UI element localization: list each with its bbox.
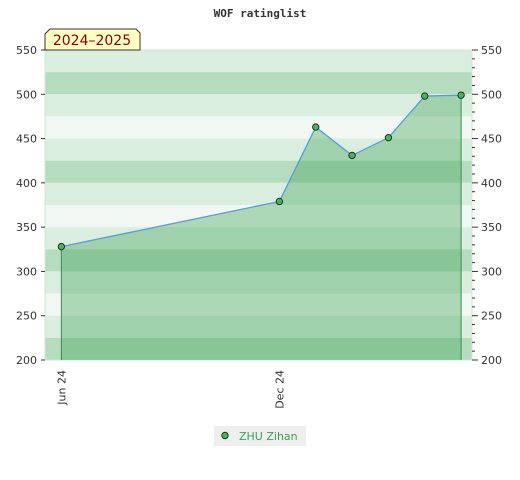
- y-tick-label-left: 450: [16, 133, 37, 146]
- y-tick-label-right: 400: [481, 177, 502, 190]
- grid-band: [45, 227, 472, 250]
- y-tick-label-left: 550: [16, 44, 37, 57]
- grid-band: [45, 182, 472, 205]
- y-tick-label-right: 500: [481, 88, 502, 101]
- series-area: [61, 95, 462, 361]
- data-point: [421, 92, 429, 100]
- y-tick-label-left: 500: [16, 88, 37, 101]
- data-point: [57, 242, 66, 251]
- right-minor-ticks: [472, 58, 475, 352]
- y-axis-right: 200 250 300 350 400 450 500 550: [472, 44, 502, 367]
- grid-band: [45, 72, 472, 95]
- background-bands: [44, 49, 473, 361]
- legend-series-name: ZHU Zihan: [239, 430, 298, 443]
- x-axis: Jun 24 Dec 24: [55, 370, 286, 409]
- y-tick-label-right: 450: [481, 133, 502, 146]
- legend-box: [214, 426, 306, 446]
- grid-band: [45, 50, 472, 73]
- grid-band: [45, 337, 472, 360]
- data-point: [348, 151, 356, 160]
- y-tick-label-left: 200: [16, 354, 37, 367]
- legend-marker-icon: [221, 431, 229, 440]
- y-tick-label-right: 550: [481, 44, 502, 57]
- plot-border: [44, 49, 473, 361]
- grid-band: [45, 205, 472, 228]
- marker-layer: [57, 91, 465, 251]
- chart-title: WOF ratinglist: [214, 7, 307, 20]
- grid-band: [45, 116, 472, 139]
- y-tick-label-left: 250: [16, 310, 37, 323]
- grid-band: [45, 315, 472, 338]
- season-label: 2024–2025: [53, 33, 131, 49]
- x-tick-label: Dec 24: [273, 370, 286, 409]
- y-tick-label-left: 400: [16, 177, 37, 190]
- data-point: [457, 91, 465, 99]
- y-tick-label-right: 200: [481, 354, 502, 367]
- y-tick-label-right: 250: [481, 310, 502, 323]
- y-tick-label-left: 300: [16, 265, 37, 278]
- y-tick-label-left: 350: [16, 221, 37, 234]
- grid-band: [45, 138, 472, 161]
- grid-band: [45, 160, 472, 183]
- grid-band: [45, 249, 472, 272]
- grid-band: [45, 271, 472, 294]
- data-point: [384, 133, 393, 142]
- season-badge: 2024–2025: [44, 28, 141, 51]
- data-point: [275, 197, 284, 206]
- y-tick-label-right: 350: [481, 221, 502, 234]
- x-tick-label: Jun 24: [55, 370, 68, 406]
- grid-band: [45, 94, 472, 117]
- y-tick-label-right: 300: [481, 265, 502, 278]
- grid-band: [45, 293, 472, 316]
- legend[interactable]: ZHU Zihan: [214, 426, 306, 446]
- y-axis-left: 200 250 300 350 400 450 500 550: [16, 44, 45, 367]
- data-point: [312, 123, 320, 131]
